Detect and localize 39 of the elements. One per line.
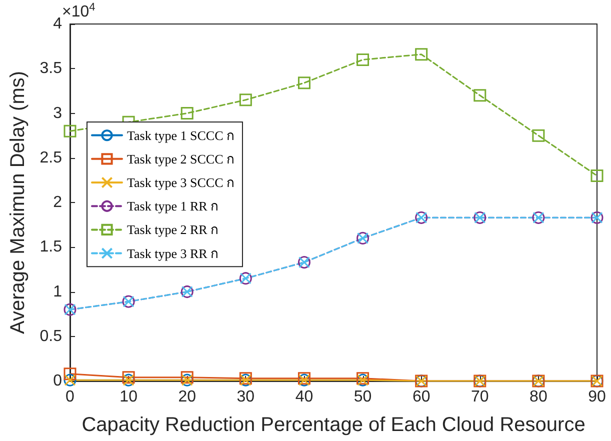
- point: [532, 129, 545, 142]
- point: [590, 169, 604, 182]
- legend-label: Task type 1 SCCC ก: [127, 128, 234, 143]
- point: [356, 53, 370, 66]
- y-tick-label: 0: [53, 372, 62, 390]
- x-axis-title: Capacity Reduction Percentage of Each Cloud Resource: [82, 414, 586, 436]
- x-tick-label: 10: [120, 388, 138, 406]
- point: [474, 89, 486, 102]
- y-tick-label: 1: [53, 283, 62, 300]
- point: [298, 76, 310, 90]
- y-tick-label: 2: [53, 194, 62, 211]
- legend-label: Task type 3 SCCC ก: [127, 175, 234, 190]
- x-tick-label: 70: [470, 388, 489, 406]
- y-tick-label: 3.5: [40, 60, 62, 78]
- y-tick-label: 2.5: [40, 149, 62, 166]
- point: [122, 371, 135, 384]
- y-tick-label: 3: [53, 104, 62, 122]
- x-tick-label: 0: [66, 388, 75, 406]
- x-tick-label: 20: [178, 388, 196, 406]
- x-tick-label: 40: [295, 388, 314, 406]
- point: [180, 371, 194, 384]
- y-tick-label: 4: [53, 16, 62, 32]
- legend-label: Task type 2 SCCC ก: [127, 151, 234, 166]
- x-tick-label: 50: [354, 388, 372, 406]
- point: [239, 94, 252, 106]
- legend-label: Task type 2 RR ก: [127, 222, 219, 238]
- y-axis-title: Average Maximun Delay (ms): [7, 70, 29, 334]
- y-tick-label: 1.5: [40, 238, 62, 256]
- x-tick-label: 60: [412, 388, 430, 406]
- point: [180, 107, 194, 120]
- point: [64, 368, 76, 380]
- legend-label: Task type 3 RR ก: [127, 246, 219, 261]
- y-tick-label: 0.5: [40, 328, 62, 345]
- x-tick-label: 80: [530, 388, 548, 406]
- x-tick-label: 30: [236, 388, 255, 406]
- point: [415, 48, 428, 61]
- x-tick-label: 90: [588, 388, 606, 406]
- legend-label: Task type 1 RR ก: [127, 198, 219, 214]
- point: [64, 124, 76, 138]
